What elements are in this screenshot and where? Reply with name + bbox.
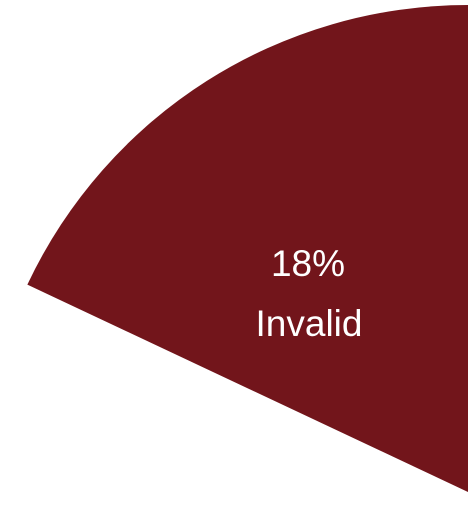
pie-slices	[27, 5, 468, 492]
slice-value-label: 18%	[271, 243, 345, 284]
pie-slice-invalid	[27, 5, 468, 492]
slice-category-label: Invalid	[256, 303, 363, 344]
